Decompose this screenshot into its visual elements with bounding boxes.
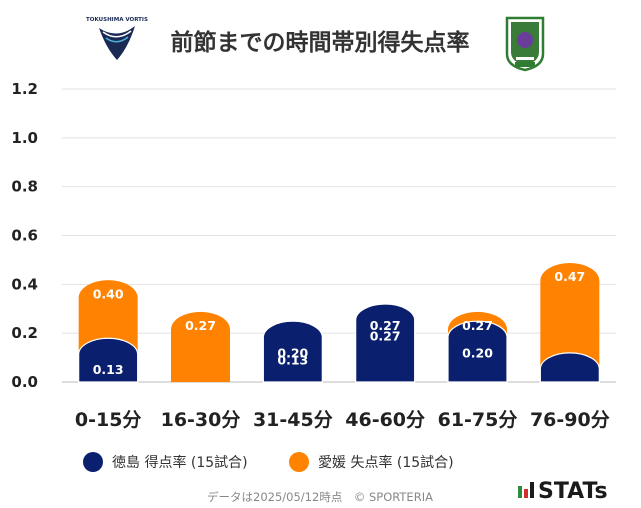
footer-credit: データは2025/05/12時点 © SPORTERIA [207, 490, 433, 504]
home-data-label: 0.27 [370, 328, 401, 343]
ehime-fc-logo-icon [505, 16, 545, 72]
legend-swatch-away [289, 452, 309, 472]
home-bar [355, 303, 416, 383]
legend: 徳島 得点率 (15試合) 愛媛 失点率 (15試合) [83, 452, 454, 472]
away-data-label: 0.27 [370, 318, 401, 333]
home-bar [262, 320, 323, 383]
y-tick-label: 0.0 [11, 373, 38, 391]
away-data-label: 0.27 [185, 318, 216, 333]
x-tick-label: 61-75分 [438, 409, 518, 431]
home-bar [78, 337, 139, 383]
x-tick-label: 16-30分 [161, 409, 241, 431]
y-tick-label: 0.4 [11, 275, 38, 293]
x-tick-label: 0-15分 [75, 409, 142, 431]
legend-swatch-home [83, 452, 103, 472]
away-data-label: 0.40 [93, 286, 124, 301]
y-tick-label: 1.2 [11, 80, 38, 98]
legend-label-away: 愛媛 失点率 (15試合) [318, 454, 454, 471]
stats-brand-text: STATs [538, 479, 608, 504]
home-data-label: 0.13 [93, 362, 124, 377]
home-bar [539, 352, 600, 383]
y-tick-label: 1.0 [11, 129, 38, 147]
legend-label-home: 徳島 得点率 (15試合) [112, 454, 248, 471]
x-tick-label: 46-60分 [345, 409, 425, 431]
x-tick-label: 31-45分 [253, 409, 333, 431]
y-tick-label: 0.2 [11, 324, 38, 342]
bars: 0.130.400.270.200.130.270.270.200.270.47 [78, 263, 600, 383]
y-tick-label: 0.8 [11, 178, 38, 196]
y-tick-label: 0.6 [11, 227, 38, 245]
chart-title: 前節までの時間帯別得失点率 [171, 29, 470, 56]
home-data-label: 0.20 [462, 345, 493, 360]
tokushima-vortis-logo-icon: TOKUSHIMA VORTIS [86, 17, 148, 60]
x-axis-ticks: 0-15分 16-30分 31-45分 46-60分 61-75分 76-90分 [75, 409, 610, 431]
away-bar [540, 263, 600, 382]
home-data-label: 0.20 [277, 345, 308, 360]
stats-bar-icon [518, 486, 522, 498]
home-logo-text: TOKUSHIMA VORTIS [86, 17, 148, 23]
stats-logo: STATs [518, 479, 608, 504]
away-data-label: 0.47 [554, 269, 585, 284]
y-axis-ticks: 0.0 0.2 0.4 0.6 0.8 1.0 1.2 [11, 80, 38, 391]
grid-lines [62, 88, 616, 383]
x-tick-label: 76-90分 [530, 409, 610, 431]
home-bar [447, 320, 508, 383]
away-data-label: 0.13 [277, 352, 308, 367]
away-bar [171, 311, 230, 382]
away-data-label: 0.27 [462, 318, 493, 333]
